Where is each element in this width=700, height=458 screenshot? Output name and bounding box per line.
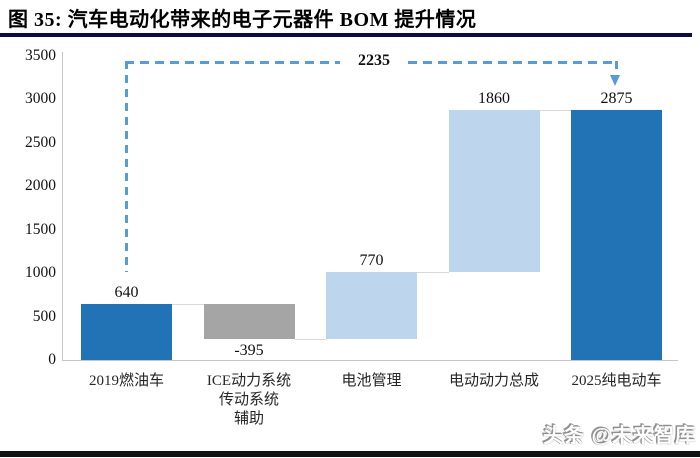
connector-line — [294, 338, 326, 340]
watermark-text: 头条 @未来智库 — [542, 425, 696, 447]
connector-line — [417, 271, 449, 273]
category-label-line: ICE动力系统 — [206, 373, 292, 389]
y-axis-tick-label: 500 — [32, 307, 56, 325]
y-axis-tick-label: 3500 — [25, 47, 56, 64]
category-label: 2025纯电动车 — [571, 372, 661, 391]
category-label-line: 2025纯电动车 — [571, 373, 662, 389]
y-axis-tick-label: 1500 — [25, 220, 56, 238]
category-label-line: 传动系统 — [218, 392, 280, 408]
figure-title: 图 35: 汽车电动化带来的电子元器件 BOM 提升情况 — [8, 9, 477, 31]
waterfall-bar — [81, 304, 172, 360]
waterfall-bar — [571, 110, 662, 360]
y-axis-tick-label: 2000 — [25, 177, 56, 195]
category-label: 2019燃油车 — [89, 372, 164, 391]
title-underline — [0, 33, 692, 37]
waterfall-bar — [203, 304, 295, 339]
bar-value-label: 640 — [114, 284, 139, 302]
annotation-arrow-head-icon — [609, 75, 620, 86]
waterfall-bar — [448, 110, 540, 272]
annotation-arrow-stem — [615, 61, 618, 76]
y-axis-tick-label: 2500 — [25, 133, 56, 151]
category-label-line: 电池管理 — [341, 373, 402, 389]
category-label: ICE动力系统 传动系统辅助 — [207, 372, 291, 429]
bottom-black-bar — [0, 451, 700, 457]
connector-line — [539, 110, 571, 112]
annotation-dashed-vertical — [125, 61, 128, 272]
x-axis-line — [62, 360, 678, 361]
category-label-line: 电动动力总成 — [448, 373, 540, 389]
bar-value-label: 2875 — [600, 90, 633, 108]
category-label: 电池管理 — [341, 372, 401, 391]
annotation-dashed-horizontal — [125, 61, 340, 64]
category-label-line: 2019燃油车 — [88, 373, 165, 389]
y-axis-tick-label: 1000 — [25, 264, 56, 282]
bar-value-label: -395 — [234, 341, 264, 359]
category-label-line: 辅助 — [233, 411, 265, 427]
waterfall-bar — [326, 271, 417, 339]
annotation-value-label: 2235 — [352, 52, 396, 70]
connector-line — [172, 304, 204, 306]
annotation-dashed-horizontal — [408, 61, 617, 64]
y-axis-tick-label: 3000 — [25, 90, 56, 108]
bar-value-label: 1860 — [478, 90, 510, 108]
y-axis-tick-label: 0 — [48, 351, 56, 368]
y-axis-line — [62, 52, 63, 360]
bar-value-label: 770 — [359, 251, 384, 269]
category-label: 电动动力总成 — [449, 372, 539, 391]
